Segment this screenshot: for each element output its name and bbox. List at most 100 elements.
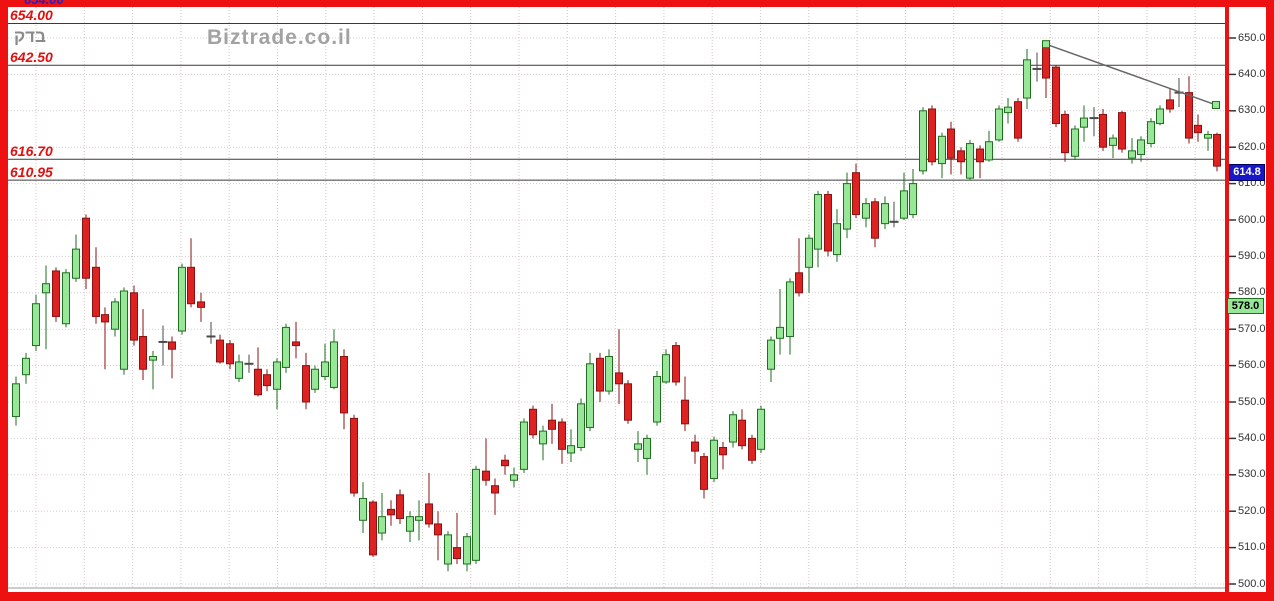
candle-down	[254, 368, 262, 396]
axis-tick-label: 620.0	[1238, 140, 1266, 153]
price-level-label: 610.95	[10, 164, 53, 181]
axis-tick-label: 570.0	[1238, 322, 1266, 335]
candle-up	[1004, 106, 1012, 114]
doji-tick	[244, 362, 254, 365]
doji-tick	[889, 220, 899, 223]
instrument-label: בדק	[14, 27, 46, 46]
candle-up	[1109, 137, 1117, 146]
candle-up	[605, 356, 613, 392]
candle-up	[321, 361, 329, 378]
axis-tick-label: 500.0	[1238, 577, 1266, 590]
candle-down	[548, 419, 556, 430]
candle-up	[995, 108, 1003, 141]
axis-tick-label: 510.0	[1238, 541, 1266, 554]
candle-up	[444, 534, 452, 565]
doji-tick	[1174, 91, 1184, 94]
candle-down	[197, 301, 205, 308]
candle-down	[82, 217, 90, 279]
candle-up	[463, 536, 471, 565]
candle-down	[976, 148, 984, 163]
price-level-label: 616.70	[10, 143, 53, 160]
candle-up	[862, 203, 870, 219]
candle-down	[928, 108, 936, 163]
candle-down	[691, 441, 699, 452]
candle-up	[149, 356, 157, 361]
candle-down	[92, 266, 100, 317]
candle-up	[662, 354, 670, 383]
candle-down	[302, 365, 310, 403]
candle-up	[577, 403, 585, 449]
candle-up	[643, 437, 651, 459]
price-level-label: 642.50	[10, 49, 53, 66]
candle-up	[378, 516, 386, 534]
candle-down	[1052, 66, 1060, 125]
candle-up	[273, 361, 281, 390]
candle-up	[472, 468, 480, 561]
candle-down	[216, 339, 224, 363]
candle-down	[1014, 101, 1022, 139]
candle-down	[425, 503, 433, 525]
candle-down	[795, 272, 803, 294]
candle-down	[738, 419, 746, 447]
candle-up	[12, 383, 20, 418]
doji-tick	[206, 335, 216, 338]
candle-up	[72, 248, 80, 279]
frame-border-bottom	[0, 592, 1274, 601]
frame-border-top	[0, 0, 1274, 7]
candle-up	[235, 361, 243, 379]
candle-down	[130, 292, 138, 341]
last-price-marker: 614.8	[1229, 164, 1265, 182]
candle-up	[767, 339, 775, 370]
candle-up	[881, 203, 889, 225]
watermark-logo: Biztrade.co.il	[207, 26, 352, 49]
candle-up	[919, 110, 927, 172]
candle-down	[482, 470, 490, 481]
candle-up	[1128, 150, 1136, 159]
candle-down	[491, 485, 499, 494]
candle-down	[263, 374, 271, 387]
candle-down	[369, 501, 377, 556]
candle-down	[453, 547, 461, 560]
frame-border-left	[0, 0, 8, 601]
candle-down	[101, 314, 109, 323]
candle-down	[340, 356, 348, 414]
candle-down	[824, 194, 832, 252]
candle-down	[672, 345, 680, 383]
candle-down	[719, 447, 727, 456]
candle-up	[909, 183, 917, 216]
candle-up	[843, 183, 851, 230]
candle-up	[1156, 108, 1164, 125]
candle-down	[852, 172, 860, 216]
axis-tick-label: 650.0	[1238, 31, 1266, 44]
prev-close-marker: 578.0	[1227, 298, 1264, 315]
candle-up	[22, 357, 30, 376]
candle-up	[1080, 117, 1088, 128]
candle-up	[520, 421, 528, 470]
candle-up	[1147, 121, 1155, 145]
candle-down	[957, 150, 965, 163]
trendline-handle	[1212, 100, 1220, 109]
frame-border-right	[1266, 0, 1274, 601]
axis-tick-label: 540.0	[1238, 431, 1266, 444]
candle-down	[558, 421, 566, 450]
candle-up	[786, 281, 794, 337]
candle-up	[282, 326, 290, 368]
candle-up	[900, 190, 908, 219]
candle-down	[292, 341, 300, 347]
candle-down	[52, 270, 60, 317]
candle-down	[1213, 133, 1221, 167]
candle-up	[42, 283, 50, 294]
candle-up	[1204, 133, 1212, 139]
trendline	[1045, 43, 1217, 106]
candle-up	[510, 474, 518, 481]
candle-down	[1099, 113, 1107, 148]
candle-up	[567, 445, 575, 454]
candle-down	[624, 383, 632, 421]
clipped-blue-annotation: 654.00	[24, 0, 144, 6]
candle-up	[985, 141, 993, 161]
trendline-handle	[1042, 40, 1050, 49]
candle-up	[586, 363, 594, 428]
candle-up	[62, 272, 70, 325]
candle-down	[615, 372, 623, 385]
